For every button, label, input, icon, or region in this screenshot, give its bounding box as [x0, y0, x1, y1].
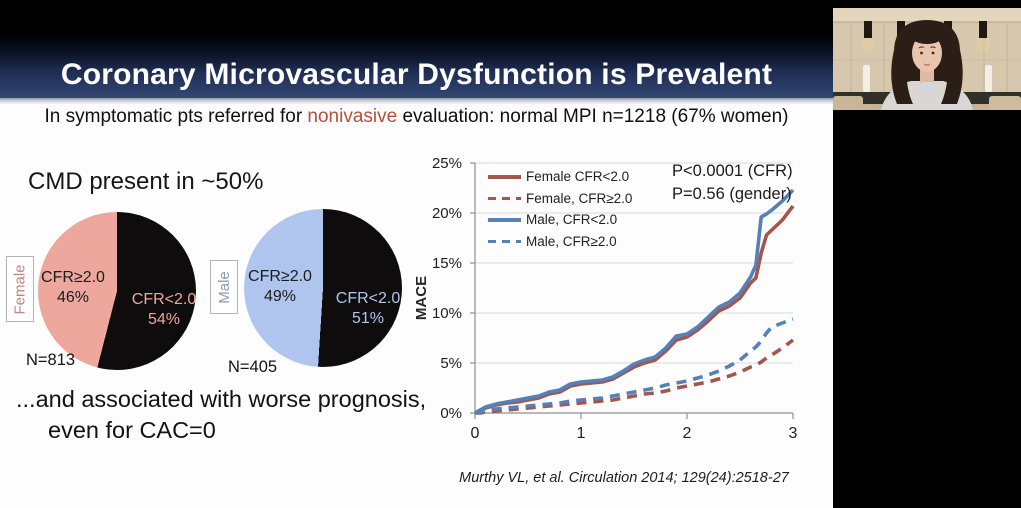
legend-line-sample: [488, 196, 521, 200]
male-cfr-ge2-label: CFR≥2.0 49%: [248, 268, 312, 305]
female-n-count: N=813: [26, 351, 76, 369]
slide-subtitle: In symptomatic pts referred for nonivasi…: [0, 106, 833, 128]
prognosis-text: ...and associated with worse prognosis, …: [16, 386, 427, 443]
citation-text: Murthy VL, et al. Circulation 2014; 129(…: [459, 470, 789, 486]
legend-line-sample: [488, 175, 521, 179]
series-solid: [474, 204, 795, 415]
x-tick-label: 3: [789, 425, 798, 442]
cmd-prevalence-text: CMD present in ~50%: [28, 168, 264, 195]
female-pie-chart: [38, 212, 196, 370]
slide-title: Coronary Microvascular Dysfunction is Pr…: [60, 58, 773, 91]
x-tick-label: 2: [683, 425, 692, 442]
slide-area: Coronary Microvascular Dysfunction is Pr…: [0, 0, 833, 508]
title-bar-divider: [0, 98, 833, 104]
pie-group-female: CFR≥2.0 46% CFR<2.0 54%: [38, 212, 196, 370]
pie-group-male: CFR≥2.0 49% CFR<2.0 51%: [244, 209, 402, 367]
chart-legend: Female CFR<2.0 Female, CFR≥2.0 Male, CFR…: [488, 166, 632, 252]
female-cfr-lt2-label: CFR<2.0 54%: [131, 291, 197, 328]
series-dashed: [474, 317, 794, 415]
subtitle-highlight: nonivasive: [307, 106, 398, 127]
y-tick-label: 0%: [440, 405, 462, 422]
y-axis-title: MACE: [414, 276, 430, 320]
mace-line-chart: 0% 5% 10% 15% 20% 25% 0 1 2 3 MACE: [414, 155, 798, 442]
legend-item-male-high-cfr: Male, CFR≥2.0: [488, 231, 632, 253]
x-tick-label: 1: [577, 425, 586, 442]
webcam-scene: [833, 8, 1021, 110]
legend-item-male-low-cfr: Male, CFR<2.0: [488, 209, 632, 231]
slide-title-bar: Coronary Microvascular Dysfunction is Pr…: [0, 0, 833, 98]
series-solid: [474, 188, 795, 415]
male-cfr-lt2-label: CFR<2.0 51%: [335, 290, 401, 327]
y-tick-label: 5%: [440, 355, 462, 372]
y-tick-label: 20%: [432, 205, 462, 222]
speaker-person: [881, 20, 973, 110]
subtitle-prefix: In symptomatic pts referred for: [44, 106, 308, 127]
p-value-annotations: P<0.0001 (CFR) P=0.56 (gender): [672, 162, 793, 203]
subtitle-suffix: evaluation: normal MPI n=1218 (67% women…: [397, 106, 789, 127]
legend-item-female-high-cfr: Female, CFR≥2.0: [488, 188, 632, 210]
x-tick-label: 0: [471, 425, 480, 442]
legend-line-sample: [488, 239, 521, 243]
female-axis-label: Female: [6, 256, 34, 322]
y-tick-label: 10%: [432, 305, 462, 322]
legend-line-sample: [488, 218, 521, 222]
legend-item-female-low-cfr: Female CFR<2.0: [488, 166, 632, 188]
male-axis-label: Male: [210, 260, 238, 314]
female-cfr-ge2-label: CFR≥2.0 46%: [41, 269, 105, 306]
y-tick-label: 25%: [432, 155, 462, 172]
male-pie-chart: [244, 209, 402, 367]
candle-pillars: [863, 65, 992, 92]
y-tick-label: 15%: [432, 255, 462, 272]
webcam-video-tile[interactable]: [833, 8, 1021, 110]
male-n-count: N=405: [228, 358, 278, 376]
